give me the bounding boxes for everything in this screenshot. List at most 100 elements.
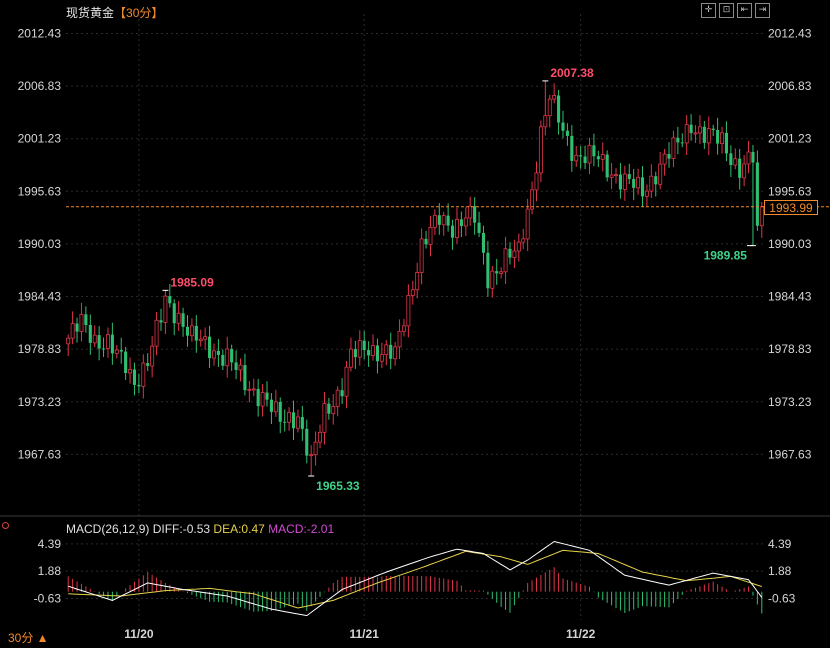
candle-body <box>357 340 362 358</box>
candle <box>521 228 526 250</box>
candle <box>410 280 415 305</box>
candle <box>260 384 265 417</box>
zoom-in-icon[interactable]: ⇥ <box>755 3 770 18</box>
candle <box>530 181 535 215</box>
candle-body <box>256 388 260 407</box>
candle <box>216 339 220 367</box>
candle <box>357 330 362 366</box>
candle-body <box>512 250 517 258</box>
chart-toolbar: ✛ ⊡ ⇤ ⇥ <box>701 3 770 18</box>
candle <box>583 145 587 170</box>
candle-body <box>291 412 296 429</box>
macd-tick-right: 1.88 <box>768 564 792 578</box>
candle-body <box>212 350 216 359</box>
candle-body <box>432 214 437 228</box>
y-tick-label-left: 1995.63 <box>18 184 62 198</box>
candle <box>446 203 450 232</box>
candle-body <box>154 319 159 347</box>
candle-body <box>185 326 190 336</box>
macd-tick-right: -0.63 <box>768 592 796 606</box>
candle <box>543 80 548 136</box>
candle <box>481 225 486 265</box>
candle <box>746 140 751 174</box>
candle <box>159 308 163 331</box>
candle-body <box>132 369 137 385</box>
candle <box>525 198 530 252</box>
candle <box>194 315 198 353</box>
candle-body <box>742 163 747 179</box>
candle-body <box>367 350 371 356</box>
zoom-out-icon[interactable]: ⇤ <box>737 3 752 18</box>
candle-body <box>724 132 729 154</box>
candle <box>344 361 349 409</box>
candle <box>706 116 711 156</box>
candle <box>622 165 627 201</box>
candle-body <box>583 156 587 164</box>
candle-body <box>658 163 663 185</box>
candle <box>327 397 331 420</box>
candle-body <box>424 238 428 245</box>
candle <box>247 380 252 403</box>
y-tick-label-left: 1973.23 <box>18 395 62 409</box>
indicator-settings-icon[interactable] <box>2 522 9 529</box>
candle-body <box>455 218 459 239</box>
candle <box>600 142 605 172</box>
candle <box>331 394 336 425</box>
candle <box>371 334 375 361</box>
candle <box>733 148 738 170</box>
candle <box>455 207 459 244</box>
candle <box>632 168 636 201</box>
candle-body <box>759 206 764 227</box>
y-tick-label-left: 2012.43 <box>18 26 62 40</box>
candle-body <box>605 154 609 178</box>
candle-body <box>618 174 622 190</box>
candle-body <box>490 270 495 289</box>
candle <box>755 150 759 231</box>
candle <box>106 327 110 358</box>
candle-body <box>318 431 322 443</box>
candle <box>587 137 592 175</box>
macd-tick-left: 1.88 <box>38 564 62 578</box>
candle-body <box>84 314 88 326</box>
candle-body <box>344 366 349 397</box>
candle <box>618 163 622 199</box>
candle <box>609 162 614 190</box>
y-tick-label-left: 1990.03 <box>18 237 62 251</box>
candle <box>185 315 190 347</box>
candle <box>680 133 684 148</box>
fit-icon[interactable]: ⊡ <box>719 3 734 18</box>
y-tick-label-left: 1984.43 <box>18 290 62 304</box>
macd-name: MACD(26,12,9) <box>66 522 150 536</box>
macd-dea: DEA:0.47 <box>213 522 265 536</box>
candle <box>375 338 380 374</box>
candle <box>561 110 565 139</box>
candle-body <box>410 289 415 296</box>
candle <box>397 319 402 360</box>
candle-body <box>247 388 252 391</box>
candle-body <box>234 362 238 370</box>
dea-line <box>68 549 762 609</box>
candle-body <box>203 336 208 340</box>
candle-body <box>159 320 163 323</box>
candle-body <box>265 392 269 400</box>
period-selector-button[interactable]: 30分 ▲ <box>8 631 49 645</box>
candle-body <box>305 428 309 456</box>
candle-body <box>516 241 521 252</box>
candle-body <box>66 337 71 345</box>
candle-body <box>230 348 234 363</box>
candle <box>221 349 225 370</box>
candle <box>150 335 155 378</box>
candle-body <box>428 226 433 245</box>
candle-body <box>640 177 645 197</box>
crosshair-icon[interactable]: ✛ <box>701 3 716 18</box>
candle <box>84 306 88 333</box>
candle-body <box>636 176 641 189</box>
candle-body <box>322 403 327 433</box>
candle-body <box>225 348 230 367</box>
candle <box>114 344 119 359</box>
candle-body <box>644 190 649 197</box>
candle <box>300 406 304 441</box>
candle-body <box>547 98 552 117</box>
candle-body <box>693 132 698 135</box>
